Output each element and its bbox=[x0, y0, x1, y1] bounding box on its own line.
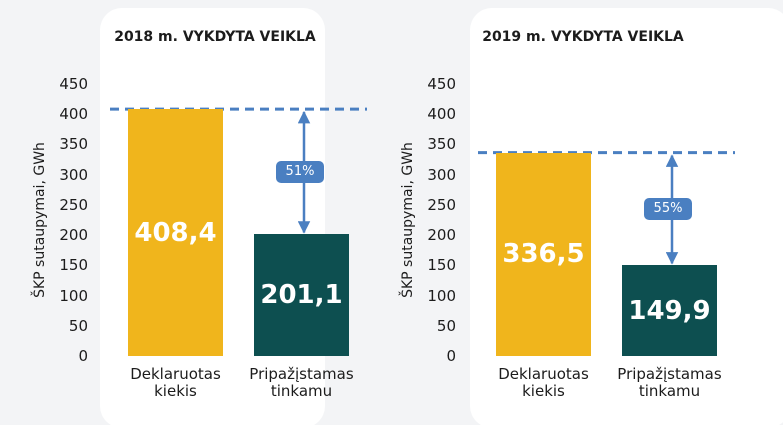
y-tick-label: 300 bbox=[427, 165, 456, 184]
y-tick-label: 150 bbox=[427, 256, 456, 275]
chart-title: 2018 m. VYKDYTA VEIKLA bbox=[114, 29, 316, 45]
bar: 149,9 bbox=[622, 265, 717, 356]
y-tick-label: 0 bbox=[446, 347, 456, 365]
x-tick-label: Pripažįstamas tinkamu bbox=[617, 365, 722, 400]
y-axis-label: ŠKP sutaupymai, GWh bbox=[400, 142, 416, 298]
value-label: 149,9 bbox=[628, 295, 711, 326]
y-tick-label: 50 bbox=[68, 316, 88, 335]
y-tick-label: 0 bbox=[78, 347, 88, 365]
y-axis-label: ŠKP sutaupymai, GWh bbox=[32, 142, 48, 298]
y-tick-label: 450 bbox=[427, 75, 456, 93]
value-label: 201,1 bbox=[260, 280, 343, 311]
bar: 336,5 bbox=[496, 152, 591, 356]
y-tick-label: 100 bbox=[427, 286, 456, 305]
y-tick-label: 350 bbox=[59, 135, 88, 154]
annotation: 51% bbox=[276, 160, 324, 183]
y-tick-label: 400 bbox=[427, 105, 456, 124]
y-tick-label: 50 bbox=[436, 316, 456, 335]
y-tick-label: 150 bbox=[59, 256, 88, 275]
y-tick-label: 250 bbox=[427, 195, 456, 214]
y-tick-label: 100 bbox=[59, 286, 88, 305]
x-tick-label: Deklaruotas kiekis bbox=[130, 365, 221, 400]
y-tick-label: 400 bbox=[59, 105, 88, 124]
y-tick-label: 250 bbox=[59, 195, 88, 214]
value-label: 336,5 bbox=[502, 239, 585, 270]
value-label: 408,4 bbox=[134, 217, 217, 248]
x-tick-label: Deklaruotas kiekis bbox=[498, 365, 589, 400]
y-tick-label: 350 bbox=[427, 135, 456, 154]
y-tick-label: 200 bbox=[59, 226, 88, 245]
x-tick-label: Pripažįstamas tinkamu bbox=[249, 365, 354, 400]
chart-title: 2019 m. VYKDYTA VEIKLA bbox=[482, 29, 684, 45]
annotation: 55% bbox=[644, 197, 692, 220]
bar: 408,4 bbox=[128, 109, 223, 356]
y-tick-label: 300 bbox=[59, 165, 88, 184]
bar: 201,1 bbox=[254, 234, 349, 356]
y-tick-label: 450 bbox=[59, 75, 88, 93]
y-tick-label: 200 bbox=[427, 226, 456, 245]
